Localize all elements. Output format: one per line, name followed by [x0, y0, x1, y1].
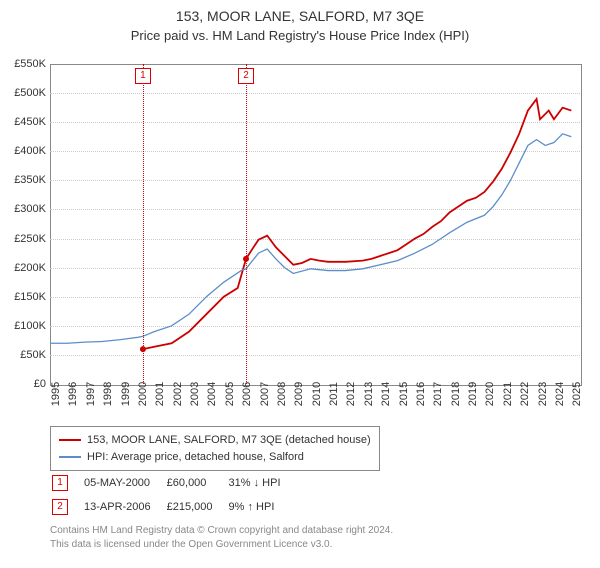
- x-tick-label: 2022: [519, 382, 531, 406]
- x-tick-label: 1997: [85, 382, 97, 406]
- legend-label: HPI: Average price, detached house, Salf…: [87, 449, 304, 466]
- chart-subtitle: Price paid vs. HM Land Registry's House …: [0, 28, 600, 43]
- sale-hpi-diff: 9% ↑ HPI: [229, 496, 295, 518]
- x-tick-label: 2015: [398, 382, 410, 406]
- attribution-line2: This data is licensed under the Open Gov…: [50, 538, 393, 552]
- x-tick-label: 2001: [154, 382, 166, 406]
- x-tick-label: 2007: [259, 382, 271, 406]
- sale-row: 2 13-APR-2006£215,0009% ↑ HPI: [52, 496, 295, 518]
- y-tick-label: £400K: [14, 145, 46, 157]
- sale-num-box: 2: [52, 499, 68, 515]
- legend: 153, MOOR LANE, SALFORD, M7 3QE (detache…: [50, 426, 380, 471]
- chart-title: 153, MOOR LANE, SALFORD, M7 3QE: [0, 8, 600, 24]
- attribution-line1: Contains HM Land Registry data © Crown c…: [50, 524, 393, 538]
- price-chart-figure: 153, MOOR LANE, SALFORD, M7 3QE Price pa…: [0, 8, 600, 568]
- series-svg: [50, 64, 580, 384]
- x-tick-label: 2009: [293, 382, 305, 406]
- x-tick-label: 2020: [484, 382, 496, 406]
- y-tick-label: £0: [34, 378, 46, 390]
- legend-label: 153, MOOR LANE, SALFORD, M7 3QE (detache…: [87, 432, 371, 449]
- x-tick-label: 2005: [224, 382, 236, 406]
- y-tick-label: £150K: [14, 291, 46, 303]
- x-tick-label: 2016: [415, 382, 427, 406]
- sale-row: 1 05-MAY-2000£60,00031% ↓ HPI: [52, 472, 295, 494]
- y-tick-label: £200K: [14, 262, 46, 274]
- x-tick-label: 2021: [502, 382, 514, 406]
- attribution: Contains HM Land Registry data © Crown c…: [50, 524, 393, 552]
- y-tick-label: £100K: [14, 320, 46, 332]
- legend-item: HPI: Average price, detached house, Salf…: [59, 449, 371, 466]
- x-tick-label: 2003: [189, 382, 201, 406]
- y-tick-label: £550K: [14, 58, 46, 70]
- x-tick-label: 2006: [241, 382, 253, 406]
- series-line: [143, 99, 571, 349]
- series-line: [50, 134, 571, 343]
- x-tick-label: 2000: [137, 382, 149, 406]
- y-tick-label: £500K: [14, 87, 46, 99]
- x-tick-label: 1999: [120, 382, 132, 406]
- sales-table: 1 05-MAY-2000£60,00031% ↓ HPI 2 13-APR-2006…: [50, 470, 297, 520]
- y-tick-label: £50K: [20, 349, 46, 361]
- x-tick-label: 2013: [363, 382, 375, 406]
- x-tick-label: 1998: [102, 382, 114, 406]
- sale-event-line: [143, 64, 144, 384]
- y-tick-label: £250K: [14, 233, 46, 245]
- sale-hpi-diff: 31% ↓ HPI: [229, 472, 295, 494]
- x-tick-label: 2010: [311, 382, 323, 406]
- x-tick-label: 2014: [380, 382, 392, 406]
- x-tick-label: 2024: [554, 382, 566, 406]
- sale-price: £60,000: [167, 472, 227, 494]
- x-tick-label: 2023: [537, 382, 549, 406]
- legend-item: 153, MOOR LANE, SALFORD, M7 3QE (detache…: [59, 432, 371, 449]
- x-tick-label: 2017: [432, 382, 444, 406]
- y-tick-label: £450K: [14, 116, 46, 128]
- legend-swatch: [59, 439, 81, 441]
- legend-swatch: [59, 456, 81, 458]
- x-tick-label: 2008: [276, 382, 288, 406]
- sale-price: £215,000: [167, 496, 227, 518]
- y-tick-label: £350K: [14, 174, 46, 186]
- x-tick-label: 2004: [206, 382, 218, 406]
- sale-date: 05-MAY-2000: [84, 472, 165, 494]
- x-tick-label: 1996: [67, 382, 79, 406]
- sale-date: 13-APR-2006: [84, 496, 165, 518]
- sale-event-number: 1: [135, 68, 151, 84]
- x-tick-label: 2019: [467, 382, 479, 406]
- x-tick-label: 2002: [172, 382, 184, 406]
- chart-area: 12 £0£50K£100K£150K£200K£250K£300K£350K£…: [50, 64, 580, 384]
- x-tick-label: 2018: [450, 382, 462, 406]
- y-tick-label: £300K: [14, 203, 46, 215]
- x-tick-label: 1995: [50, 382, 62, 406]
- sale-event-number: 2: [238, 68, 254, 84]
- sale-num-box: 1: [52, 475, 68, 491]
- sale-event-line: [246, 64, 247, 384]
- x-tick-label: 2025: [571, 382, 583, 406]
- x-tick-label: 2012: [345, 382, 357, 406]
- x-tick-label: 2011: [328, 382, 340, 406]
